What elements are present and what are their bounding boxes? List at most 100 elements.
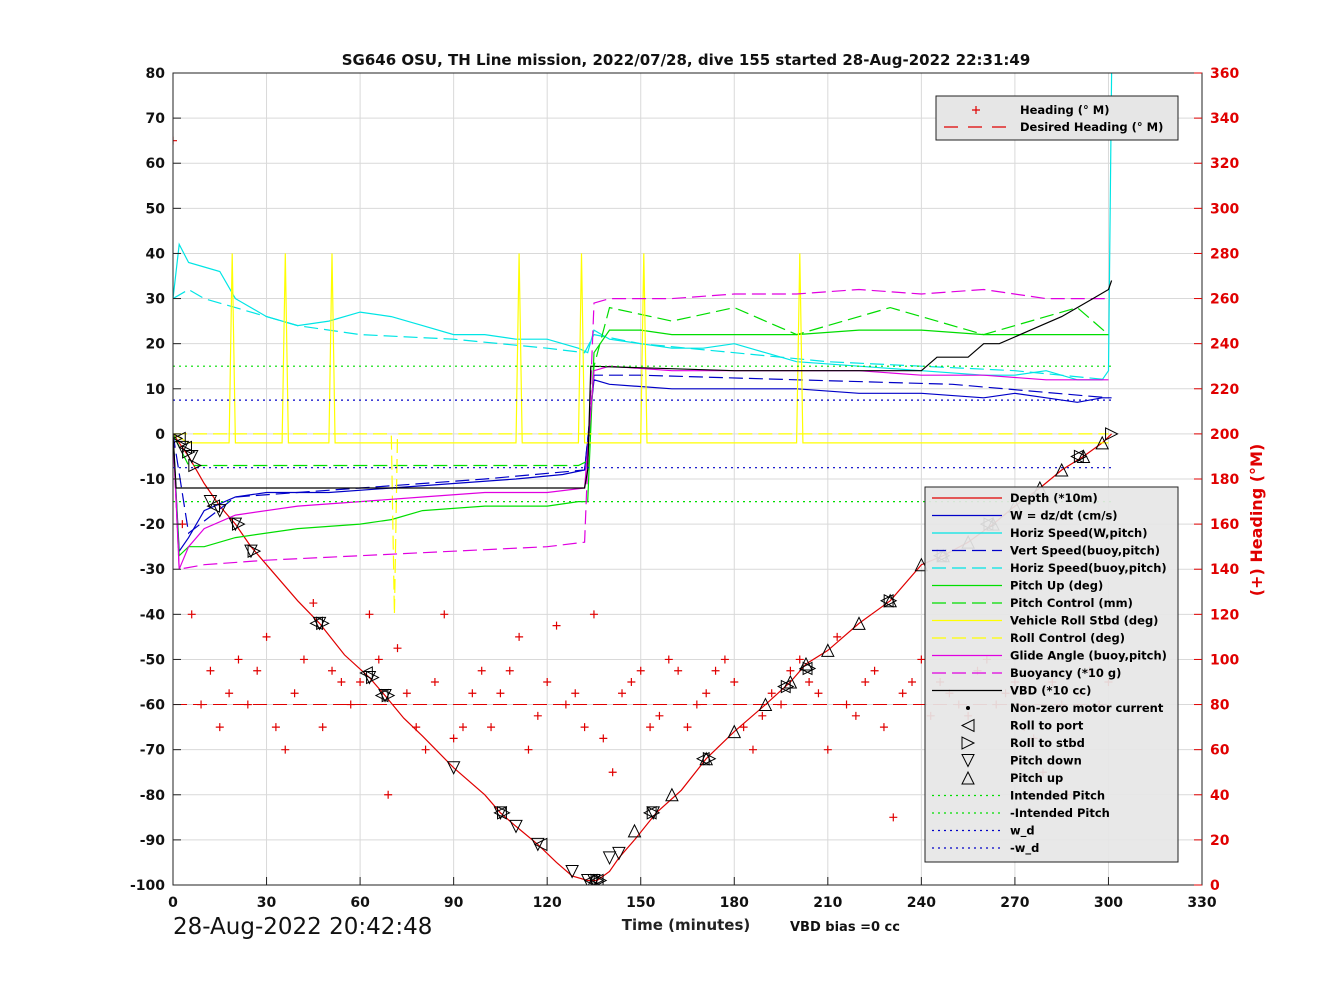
heading-point: [898, 689, 907, 698]
y-tick-label: 50: [146, 201, 166, 217]
heading-point: [767, 689, 776, 698]
y2-tick-label: 160: [1210, 517, 1239, 533]
legend-main-box: [924, 486, 1179, 863]
y2-tick-label: 40: [1210, 788, 1230, 804]
heading-point: [374, 655, 383, 664]
heading-point: [636, 666, 645, 675]
x-axis-label: Time (minutes): [622, 916, 751, 934]
x-tick-label: 30: [257, 895, 277, 911]
legend-label: Vehicle Roll Stbd (deg): [1010, 614, 1158, 628]
heading-point: [842, 700, 851, 709]
pitch-up-marker: [852, 616, 866, 630]
pitch-down-marker: [565, 864, 579, 879]
pitch-down-marker: [509, 819, 523, 834]
series-line: [173, 433, 1109, 615]
heading-point: [173, 136, 177, 145]
heading-point: [851, 711, 860, 720]
heading-point: [384, 790, 393, 799]
legend-label: Roll Control (deg): [1010, 631, 1125, 645]
heading-point: [253, 666, 262, 675]
y2-axis-label: (+) Heading (°M): [1247, 444, 1266, 597]
heading-point: [543, 678, 552, 686]
y-tick-label: -60: [140, 698, 166, 714]
roll-port-marker: [173, 431, 186, 446]
y-tick-label: 40: [146, 246, 166, 262]
heading-point: [206, 666, 215, 675]
pitch-down-marker: [602, 851, 617, 866]
roll-stbd-marker: [366, 670, 380, 685]
heading-point: [739, 723, 748, 732]
heading-point: [879, 723, 888, 732]
heading-point: [814, 689, 823, 698]
roll-stbd-marker: [381, 688, 396, 703]
series-line: [173, 280, 1113, 489]
heading-point: [262, 632, 271, 641]
heading-point: [309, 599, 318, 608]
roll-port-marker: [777, 679, 791, 694]
y2-tick-label: 280: [1210, 246, 1239, 262]
roll-stbd-marker: [1105, 427, 1119, 441]
y2-tick-label: 260: [1210, 292, 1239, 308]
heading-point: [674, 666, 683, 675]
y2-tick-label: 200: [1210, 427, 1239, 443]
series-line: [173, 288, 1109, 570]
roll-port-marker: [178, 440, 192, 455]
y2-tick-label: 360: [1210, 66, 1239, 82]
legend-label: Pitch Control (mm): [1010, 596, 1133, 610]
legend-heading-label: Desired Heading (° M): [1020, 120, 1163, 134]
legend-swatch: [961, 770, 975, 785]
legend-label: Intended Pitch: [1010, 789, 1105, 803]
pitch-up-marker: [665, 787, 679, 802]
heading-point: [487, 723, 496, 732]
heading-point: [496, 689, 505, 698]
heading-point: [234, 655, 243, 664]
pitch-up-marker: [758, 697, 773, 712]
x-tick-label: 90: [444, 895, 464, 911]
heading-point: [758, 711, 767, 720]
roll-port-marker: [493, 806, 507, 820]
heading-point: [805, 678, 814, 686]
y2-tick-label: 120: [1210, 607, 1239, 623]
heading-point: [318, 723, 327, 732]
vbd-bias: VBD bias =0 cc: [790, 920, 900, 935]
legend-main-items: Depth (*10m) W = dz/dt (cm/s) Horiz Speed(…: [932, 491, 1167, 856]
heading-point: [365, 610, 374, 619]
heading-point: [580, 723, 589, 732]
roll-port-marker: [206, 499, 221, 513]
legend-heading-label: Heading (° M): [1020, 103, 1110, 117]
y-tick-label: -70: [140, 743, 166, 759]
heading-point: [440, 610, 449, 619]
y2-tick-label: 140: [1210, 562, 1239, 578]
y-tick-label: -10: [140, 472, 166, 488]
heading-point: [561, 700, 570, 709]
heading-point: [599, 734, 608, 743]
heading-point: [711, 666, 720, 675]
heading-point: [589, 610, 598, 619]
pitch-up-marker: [914, 557, 929, 572]
heading-point: [197, 700, 206, 709]
y2-tick-label: 100: [1210, 652, 1239, 668]
y2-tick-label: 320: [1210, 156, 1239, 172]
heading-point: [683, 723, 692, 732]
legend-label: Buoyancy (*10 g): [1010, 666, 1121, 680]
y2-tick-label: 220: [1210, 382, 1239, 398]
heading-point: [833, 632, 842, 641]
y2-tick-label: 80: [1210, 698, 1230, 714]
heading-point: [552, 621, 561, 630]
y-tick-label: 30: [146, 292, 166, 308]
y-tick-label: 60: [146, 156, 166, 172]
legend-heading-items: Heading (° M) Desired Heading (° M): [944, 103, 1163, 134]
x-tick-label: 60: [350, 895, 370, 911]
series-line: [173, 73, 1113, 381]
pitch-up-marker: [627, 823, 642, 838]
legend-main: Depth (*10m) W = dz/dt (cm/s) Horiz Speed(…: [924, 486, 1179, 863]
heading-point: [225, 689, 234, 698]
heading-point: [281, 745, 290, 754]
legend-label: -Intended Pitch: [1010, 806, 1110, 820]
heading-point: [692, 700, 701, 709]
heading-point: [664, 655, 673, 664]
y-tick-label: -100: [130, 878, 165, 894]
heading-point: [608, 768, 617, 777]
legend-label: Roll to stbd: [1010, 736, 1085, 750]
